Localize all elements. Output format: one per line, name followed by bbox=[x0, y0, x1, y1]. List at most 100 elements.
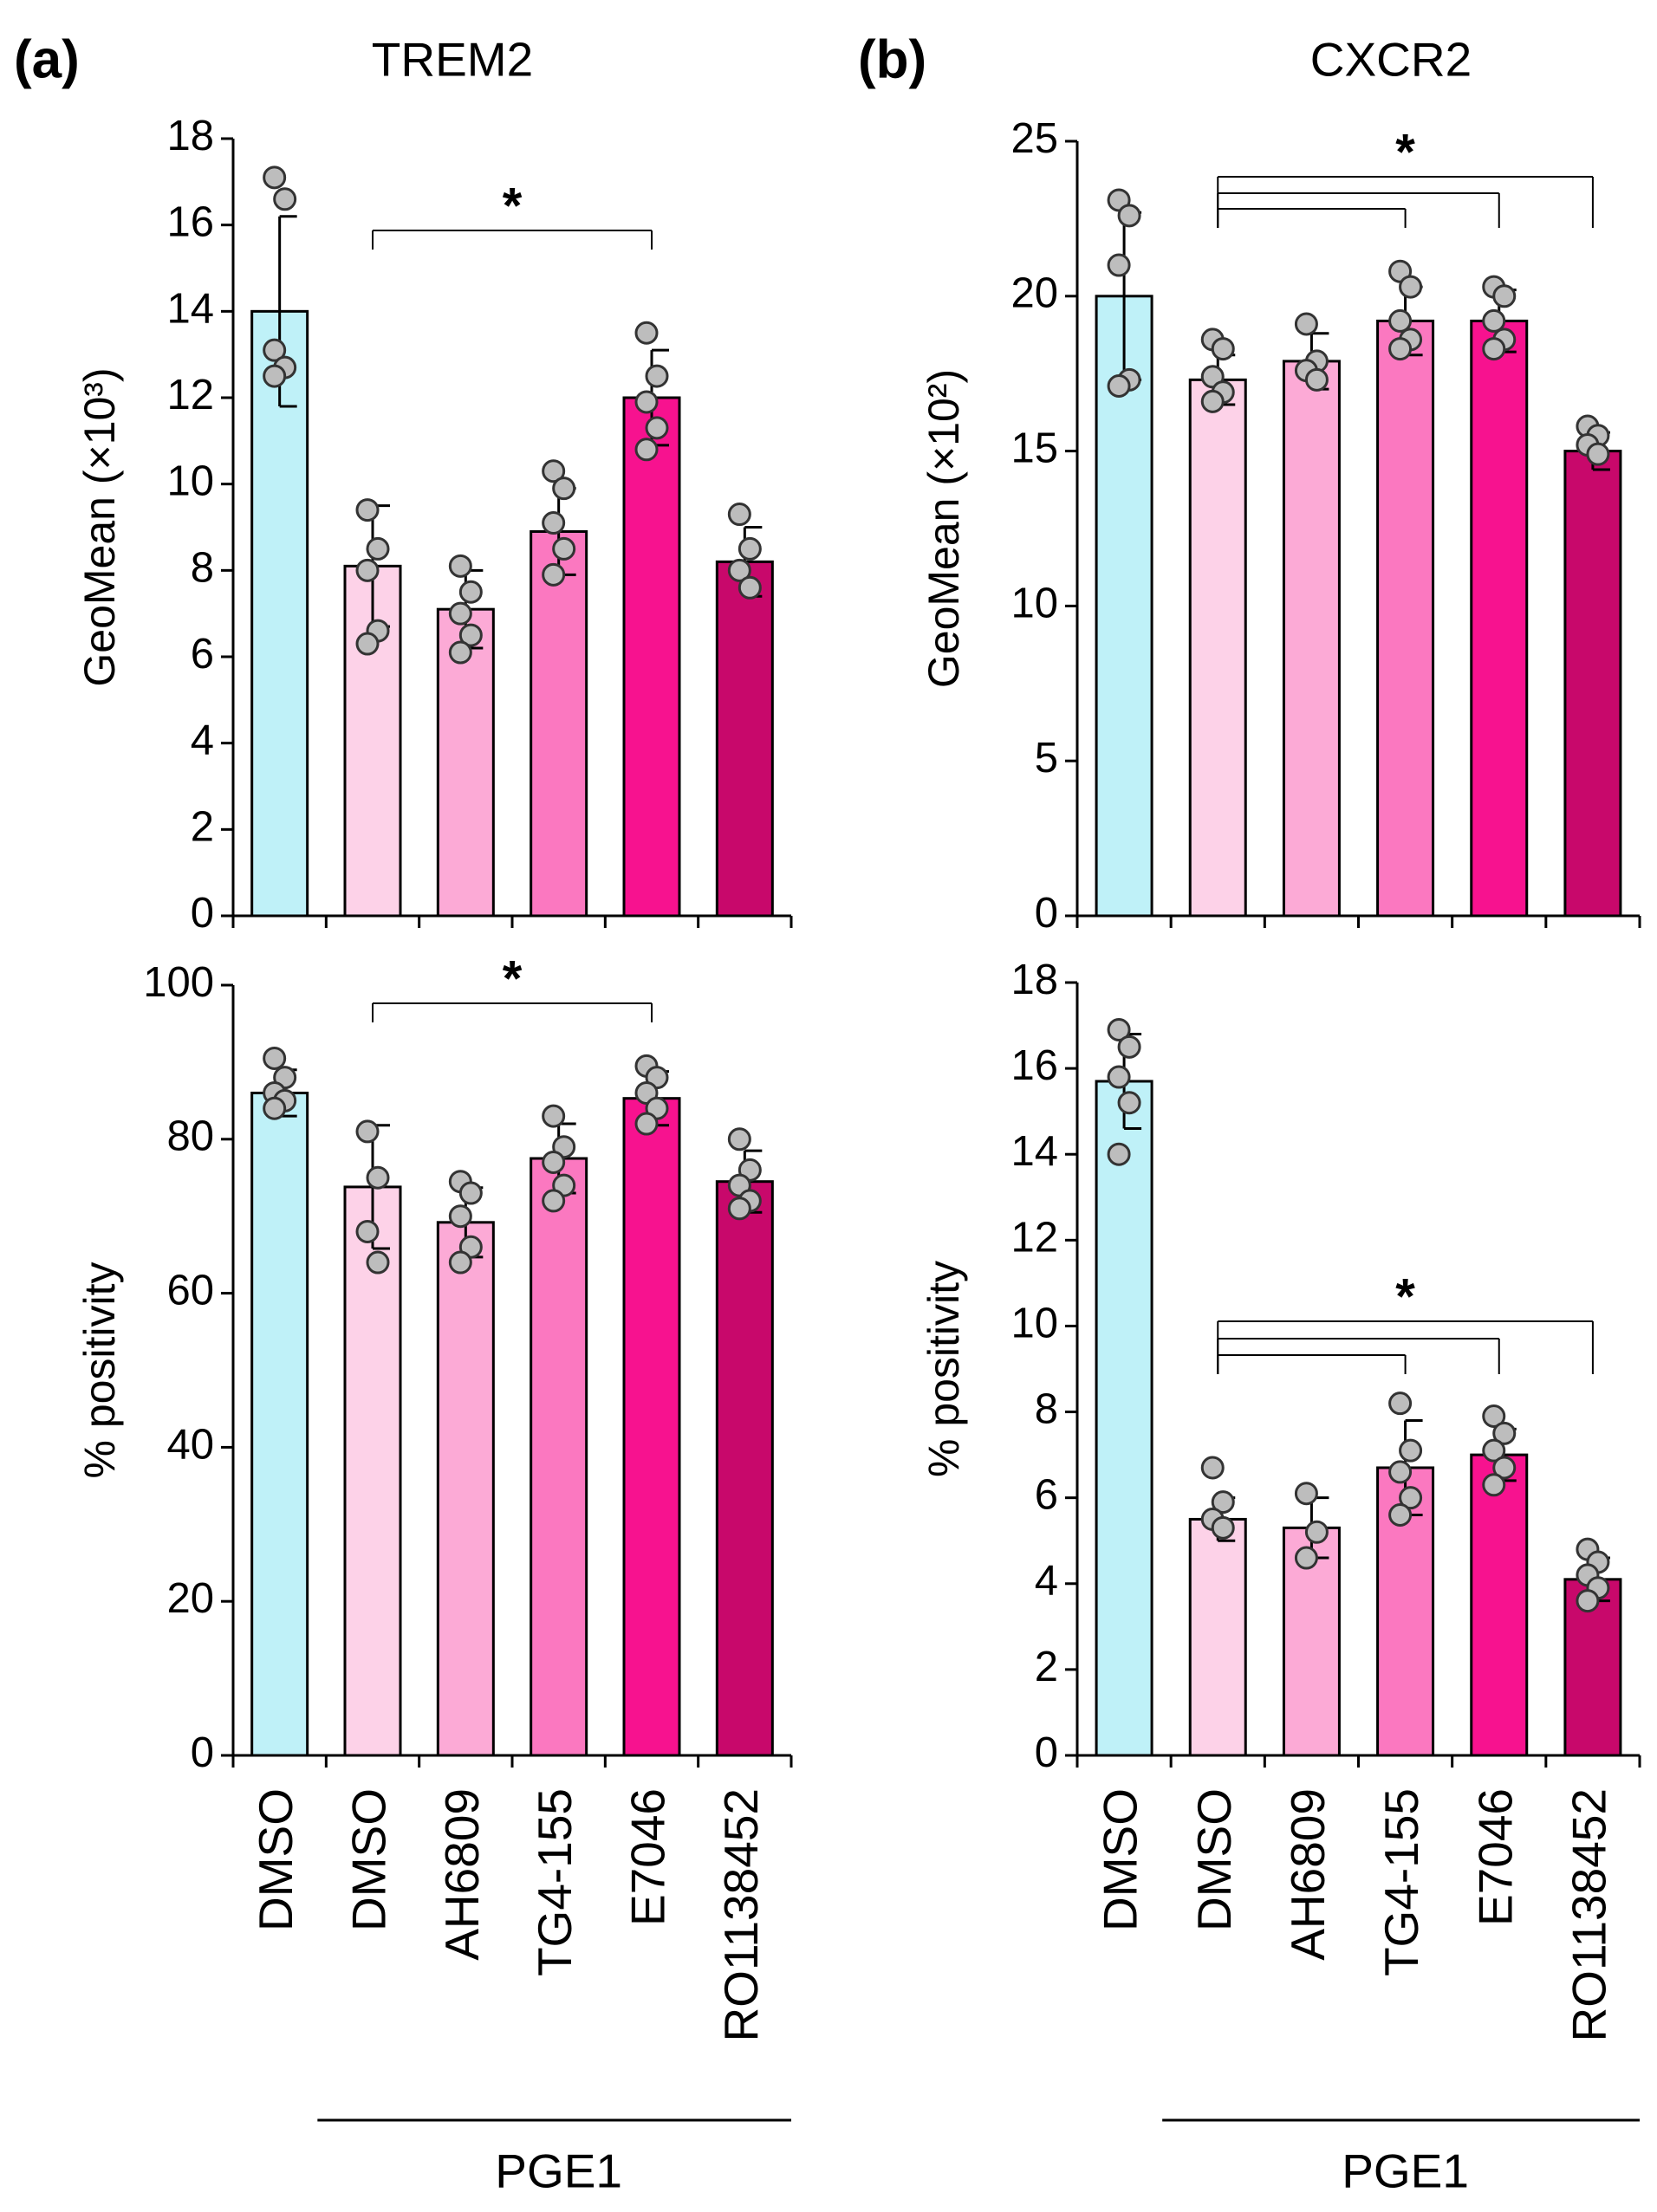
data-point bbox=[1117, 204, 1141, 228]
data-point bbox=[1107, 253, 1131, 277]
data-point bbox=[727, 503, 751, 527]
panel-label: (a) bbox=[14, 29, 80, 89]
data-point bbox=[355, 498, 380, 522]
y-tick-label: 16 bbox=[1010, 1042, 1058, 1089]
data-point bbox=[634, 438, 659, 462]
data-point bbox=[1399, 1438, 1423, 1463]
data-point bbox=[1211, 1515, 1235, 1540]
significance-label: * bbox=[1395, 1268, 1415, 1325]
y-tick-label: 8 bbox=[191, 544, 214, 591]
bar bbox=[715, 560, 774, 918]
data-point bbox=[542, 1150, 566, 1174]
data-point bbox=[1107, 1142, 1131, 1166]
data-point bbox=[727, 1197, 751, 1221]
data-point bbox=[1211, 1490, 1235, 1515]
data-point bbox=[1200, 389, 1225, 413]
x-tick-label: DMSO bbox=[1187, 1788, 1241, 1931]
x-tick-label: AH6809 bbox=[435, 1788, 489, 1961]
y-tick-label: 5 bbox=[1035, 735, 1058, 782]
data-point bbox=[1304, 1520, 1329, 1544]
bar bbox=[715, 1180, 774, 1757]
x-tick-label: DMSO bbox=[1094, 1788, 1147, 1931]
data-point bbox=[1399, 1486, 1423, 1510]
data-point bbox=[1117, 1091, 1141, 1115]
data-point bbox=[448, 601, 472, 626]
x-tick-label: RO1138452 bbox=[714, 1788, 768, 2042]
y-tick-label: 80 bbox=[166, 1113, 214, 1160]
data-point bbox=[263, 1046, 287, 1070]
x-tick-label: RO1138452 bbox=[1562, 1788, 1615, 2042]
data-point bbox=[1576, 1589, 1600, 1613]
data-point bbox=[448, 640, 472, 665]
y-axis-label: % positivity bbox=[919, 1261, 968, 1477]
data-point bbox=[366, 536, 390, 561]
group-label: PGE1 bbox=[495, 2144, 622, 2198]
data-point bbox=[355, 558, 380, 582]
y-tick-label: 2 bbox=[1035, 1644, 1058, 1690]
y-tick-label: 10 bbox=[1010, 580, 1058, 626]
data-point bbox=[1482, 308, 1506, 333]
y-tick-label: 4 bbox=[1035, 1558, 1058, 1605]
x-tick-label: DMSO bbox=[249, 1788, 302, 1931]
y-tick-label: 8 bbox=[1035, 1385, 1058, 1432]
data-point bbox=[1200, 1456, 1225, 1480]
chart-title: TREM2 bbox=[372, 33, 533, 87]
y-tick-label: 60 bbox=[166, 1268, 214, 1314]
data-point bbox=[542, 459, 566, 483]
data-point bbox=[1482, 1473, 1506, 1497]
data-point bbox=[458, 1181, 483, 1205]
chart-title: CXCR2 bbox=[1310, 33, 1472, 87]
y-tick-label: 10 bbox=[166, 458, 214, 505]
data-point bbox=[263, 364, 287, 388]
x-tick-label: DMSO bbox=[342, 1788, 396, 1931]
data-point bbox=[634, 321, 659, 345]
data-point bbox=[1294, 312, 1318, 336]
x-tick-label: TG4-155 bbox=[528, 1788, 582, 1976]
data-point bbox=[542, 511, 566, 535]
y-tick-label: 18 bbox=[1010, 957, 1058, 1003]
y-tick-label: 0 bbox=[1035, 1729, 1058, 1776]
data-point bbox=[1117, 1035, 1141, 1059]
data-point bbox=[1211, 337, 1235, 361]
data-point bbox=[1388, 1391, 1413, 1416]
data-point bbox=[645, 364, 669, 388]
data-point bbox=[1388, 337, 1413, 361]
data-point bbox=[542, 1189, 566, 1213]
data-point bbox=[1399, 275, 1423, 299]
data-point bbox=[355, 1219, 380, 1243]
data-point bbox=[552, 536, 576, 561]
y-tick-label: 12 bbox=[1010, 1214, 1058, 1261]
bar bbox=[622, 396, 681, 918]
data-point bbox=[1492, 1421, 1517, 1445]
data-point bbox=[645, 416, 669, 440]
data-point bbox=[1586, 442, 1610, 466]
y-tick-label: 12 bbox=[166, 372, 214, 418]
bar bbox=[1282, 360, 1341, 918]
bar bbox=[1563, 450, 1622, 918]
data-point bbox=[273, 187, 297, 211]
y-tick-label: 14 bbox=[1010, 1128, 1058, 1175]
data-point bbox=[263, 1096, 287, 1120]
data-point bbox=[458, 623, 483, 647]
data-point bbox=[366, 1165, 390, 1190]
panel-label: (b) bbox=[858, 29, 926, 89]
y-tick-label: 20 bbox=[1010, 270, 1058, 317]
y-axis-label: GeoMean (×10³) bbox=[75, 367, 124, 686]
data-point bbox=[634, 390, 659, 414]
data-point bbox=[738, 575, 762, 600]
data-point bbox=[1107, 1018, 1131, 1042]
data-point bbox=[542, 1104, 566, 1128]
significance-label: * bbox=[503, 178, 523, 234]
data-point bbox=[1294, 1482, 1318, 1506]
data-point bbox=[355, 632, 380, 656]
x-tick-label: TG4-155 bbox=[1374, 1788, 1428, 1976]
data-point bbox=[634, 1112, 659, 1136]
y-tick-label: 4 bbox=[191, 717, 214, 764]
data-point bbox=[1482, 1438, 1506, 1463]
data-point bbox=[727, 1127, 751, 1151]
data-point bbox=[458, 580, 483, 604]
data-point bbox=[1492, 284, 1517, 308]
data-point bbox=[263, 338, 287, 362]
y-tick-label: 0 bbox=[191, 890, 214, 937]
